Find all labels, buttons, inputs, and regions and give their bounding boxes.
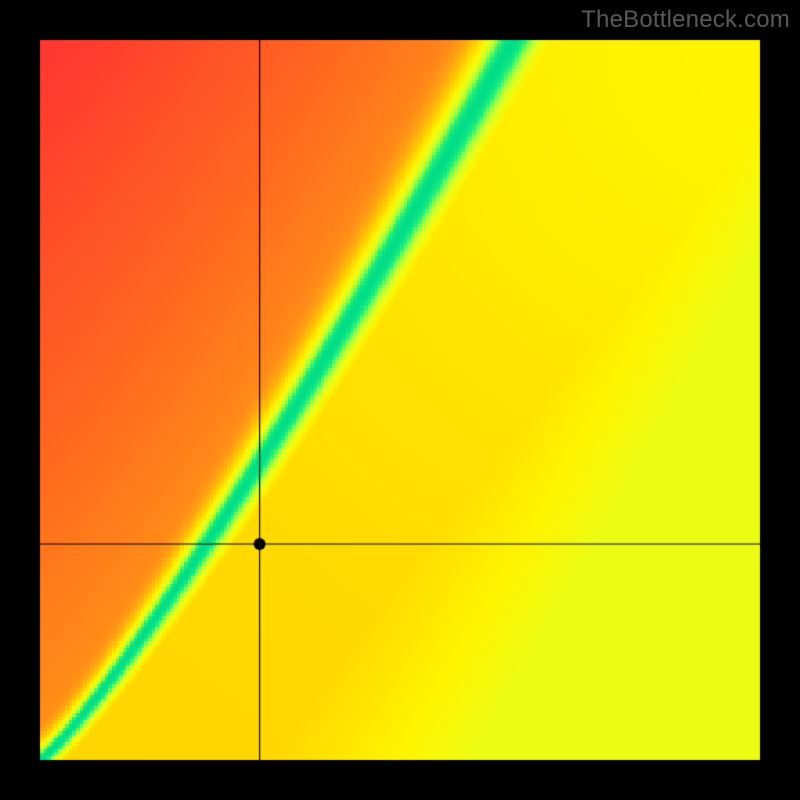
stage: TheBottleneck.com [0, 0, 800, 800]
watermark-label: TheBottleneck.com [581, 6, 790, 34]
bottleneck-heatmap [0, 0, 800, 800]
